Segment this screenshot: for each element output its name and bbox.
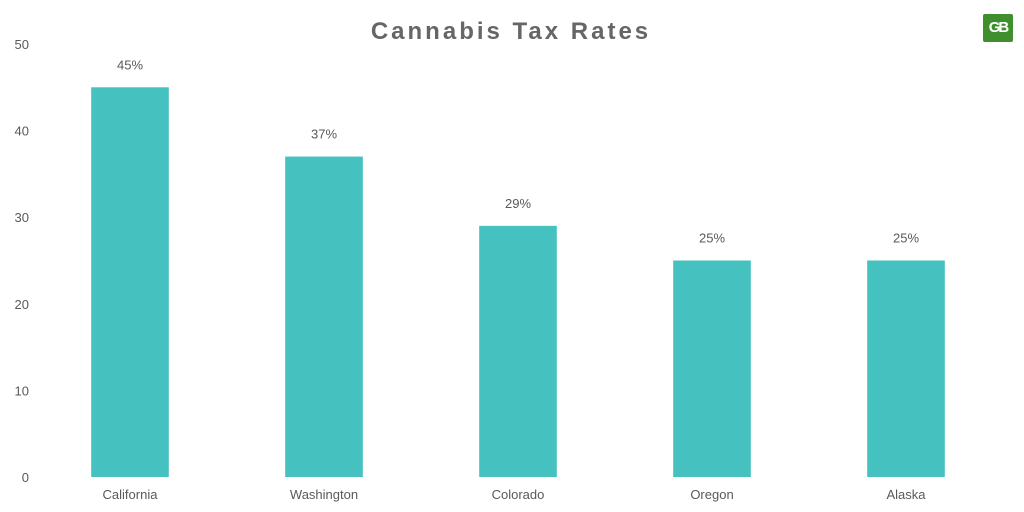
y-tick-label: 20 <box>15 297 29 312</box>
bar-oregon <box>673 260 751 477</box>
bar-california <box>91 87 169 478</box>
data-label-oregon: 25% <box>699 231 725 246</box>
bars <box>91 87 945 478</box>
bar-colorado <box>479 225 557 477</box>
data-label-california: 45% <box>117 57 143 72</box>
y-tick-label: 0 <box>22 470 29 485</box>
data-label-washington: 37% <box>311 127 337 142</box>
data-label-colorado: 29% <box>505 196 531 211</box>
bar-washington <box>285 156 363 477</box>
x-category-label: Colorado <box>492 487 545 502</box>
x-category-label: Alaska <box>886 487 926 502</box>
bar-alaska <box>867 260 945 477</box>
x-category-label: Washington <box>290 487 358 502</box>
y-axis: 0 10 20 30 40 50 <box>15 37 29 485</box>
x-category-label: Oregon <box>690 487 733 502</box>
x-category-label: California <box>103 487 159 502</box>
y-tick-label: 10 <box>15 383 29 398</box>
data-labels: 45% 37% 29% 25% 25% <box>117 57 919 245</box>
chart-title: Cannabis Tax Rates <box>371 18 651 45</box>
data-label-alaska: 25% <box>893 231 919 246</box>
y-tick-label: 30 <box>15 210 29 225</box>
y-tick-label: 50 <box>15 37 29 52</box>
brand-logo: GB <box>983 14 1013 42</box>
y-tick-label: 40 <box>15 124 29 139</box>
brand-logo-text: GB <box>988 19 1010 36</box>
x-axis: California Washington Colorado Oregon Alaska <box>103 487 927 502</box>
